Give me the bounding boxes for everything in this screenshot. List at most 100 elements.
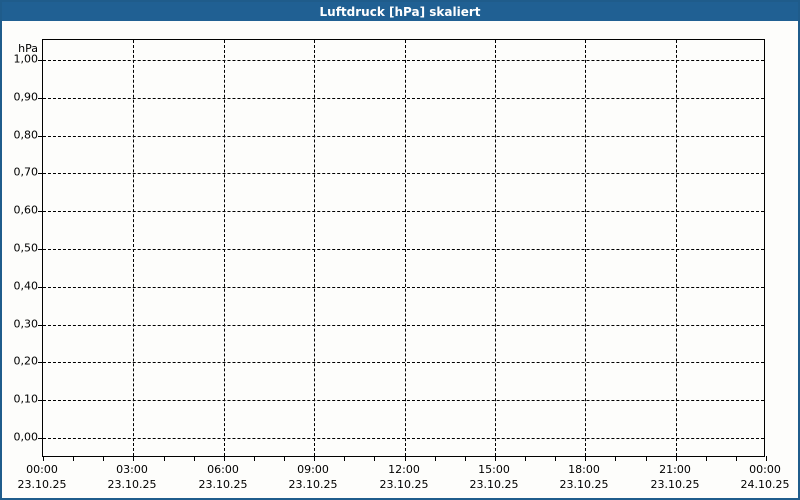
- y-axis-tick-label: 0,10: [13, 392, 39, 406]
- y-axis-tick: [38, 287, 43, 288]
- x-axis-tick-time: 18:00: [568, 463, 600, 476]
- x-axis-tick: [254, 456, 255, 461]
- gridline-horizontal: [43, 211, 764, 212]
- x-axis-tick: [766, 456, 767, 461]
- y-axis-tick: [38, 438, 43, 439]
- y-axis-tick: [38, 211, 43, 212]
- gridline-horizontal: [43, 287, 764, 288]
- x-axis-tick: [465, 456, 466, 461]
- y-axis-tick-label: 0,00: [13, 430, 39, 444]
- x-axis-tick: [344, 456, 345, 461]
- x-axis-tick-label: 21:00 23.10.25: [630, 462, 720, 492]
- x-axis-tick-time: 06:00: [207, 463, 239, 476]
- y-axis-tick: [38, 249, 43, 250]
- gridline-vertical: [224, 40, 225, 456]
- y-axis-tick-labels: 1,00 0,90 0,80 0,70 0,60 0,50 0,40 0,30 0,20 0,10…: [2, 39, 39, 457]
- plot-area: [38, 39, 767, 461]
- x-axis-tick-date: 23.10.25: [288, 478, 338, 491]
- y-axis-tick: [38, 136, 43, 137]
- y-axis-tick: [38, 98, 43, 99]
- y-axis-tick: [38, 325, 43, 326]
- x-axis-tick-label: 15:00 23.10.25: [449, 462, 539, 492]
- x-axis-tick-label: 12:00 23.10.25: [359, 462, 449, 492]
- gridline-vertical: [133, 40, 134, 456]
- x-axis-tick-time: 09:00: [297, 463, 329, 476]
- x-axis-tick: [374, 456, 375, 461]
- y-axis-tick-label: 0,50: [13, 241, 39, 255]
- x-axis-tick: [736, 456, 737, 461]
- x-axis-tick: [676, 456, 677, 461]
- x-axis-tick-label: 09:00 23.10.25: [268, 462, 358, 492]
- gridline-horizontal: [43, 136, 764, 137]
- y-axis-tick-label: 0,30: [13, 317, 39, 331]
- x-axis-tick: [615, 456, 616, 461]
- x-axis-tick: [103, 456, 104, 461]
- x-axis-tick: [133, 456, 134, 461]
- x-axis-tick: [585, 456, 586, 461]
- x-axis-tick: [314, 456, 315, 461]
- gridline-horizontal: [43, 173, 764, 174]
- gridline-vertical: [314, 40, 315, 456]
- x-axis-tick: [73, 456, 74, 461]
- x-axis-tick: [646, 456, 647, 461]
- x-axis-tick-time: 03:00: [116, 463, 148, 476]
- y-axis-unit-label: hPa: [18, 42, 38, 55]
- x-axis-tick-date: 23.10.25: [469, 478, 519, 491]
- x-axis-tick: [405, 456, 406, 461]
- x-axis-tick: [555, 456, 556, 461]
- x-axis-tick-label: 18:00 23.10.25: [539, 462, 629, 492]
- x-axis-tick-time: 12:00: [388, 463, 420, 476]
- x-axis-tick-date: 23.10.25: [17, 478, 67, 491]
- x-axis-tick-date: 23.10.25: [107, 478, 157, 491]
- gridline-horizontal: [43, 438, 764, 439]
- gridline-horizontal: [43, 362, 764, 363]
- y-axis-tick: [38, 173, 43, 174]
- x-axis-tick: [435, 456, 436, 461]
- x-axis-tick: [164, 456, 165, 461]
- y-axis-tick-label: 0,80: [13, 128, 39, 142]
- gridline-horizontal: [43, 60, 764, 61]
- gridline-vertical: [405, 40, 406, 456]
- y-axis-tick-label: 0,60: [13, 203, 39, 217]
- y-axis-tick-label: 1,00: [13, 52, 39, 66]
- x-axis-tick-time: 00:00: [749, 463, 781, 476]
- x-axis-tick-label: 06:00 23.10.25: [178, 462, 268, 492]
- x-axis-tick-time: 15:00: [478, 463, 510, 476]
- x-axis-tick-date: 24.10.25: [740, 478, 790, 491]
- x-axis-tick-time: 21:00: [659, 463, 691, 476]
- x-axis-tick-date: 23.10.25: [198, 478, 248, 491]
- gridline-horizontal: [43, 249, 764, 250]
- page-title: Luftdruck [hPa] skaliert: [319, 4, 481, 19]
- gridline-horizontal: [43, 325, 764, 326]
- gridline-vertical: [676, 40, 677, 456]
- x-axis-tick-date: 23.10.25: [379, 478, 429, 491]
- plot-surface: hPa 1,00 0,90 0,80 0,70 0,60 0,50 0,40 0,30 0,20…: [2, 21, 798, 498]
- x-axis-tick-label: 03:00 23.10.25: [87, 462, 177, 492]
- gridline-vertical: [585, 40, 586, 456]
- gridline-vertical: [495, 40, 496, 456]
- x-axis-tick-label: 00:00 23.10.25: [0, 462, 87, 492]
- x-axis-tick: [194, 456, 195, 461]
- x-axis-tick-date: 23.10.25: [650, 478, 700, 491]
- x-axis-tick-time: 00:00: [26, 463, 58, 476]
- y-axis-tick: [38, 400, 43, 401]
- x-axis-tick: [706, 456, 707, 461]
- gridline-horizontal: [43, 400, 764, 401]
- gridline-horizontal: [43, 98, 764, 99]
- x-axis-tick: [495, 456, 496, 461]
- x-axis-tick: [224, 456, 225, 461]
- x-axis-tick: [43, 456, 44, 461]
- y-axis-tick: [38, 362, 43, 363]
- y-axis-tick-label: 0,40: [13, 279, 39, 293]
- y-axis-tick-label: 0,70: [13, 165, 39, 179]
- title-bar: Luftdruck [hPa] skaliert: [2, 2, 798, 21]
- x-axis-tick: [525, 456, 526, 461]
- x-axis-tick: [284, 456, 285, 461]
- y-axis-tick: [38, 60, 43, 61]
- x-axis-tick-date: 23.10.25: [559, 478, 609, 491]
- y-axis-tick-label: 0,90: [13, 90, 39, 104]
- x-axis-tick-label: 00:00 24.10.25: [720, 462, 800, 492]
- x-axis-tick-labels: 00:00 23.10.25 03:00 23.10.25 06:00 23.10.25 0…: [2, 462, 798, 498]
- y-axis-tick-label: 0,20: [13, 354, 39, 368]
